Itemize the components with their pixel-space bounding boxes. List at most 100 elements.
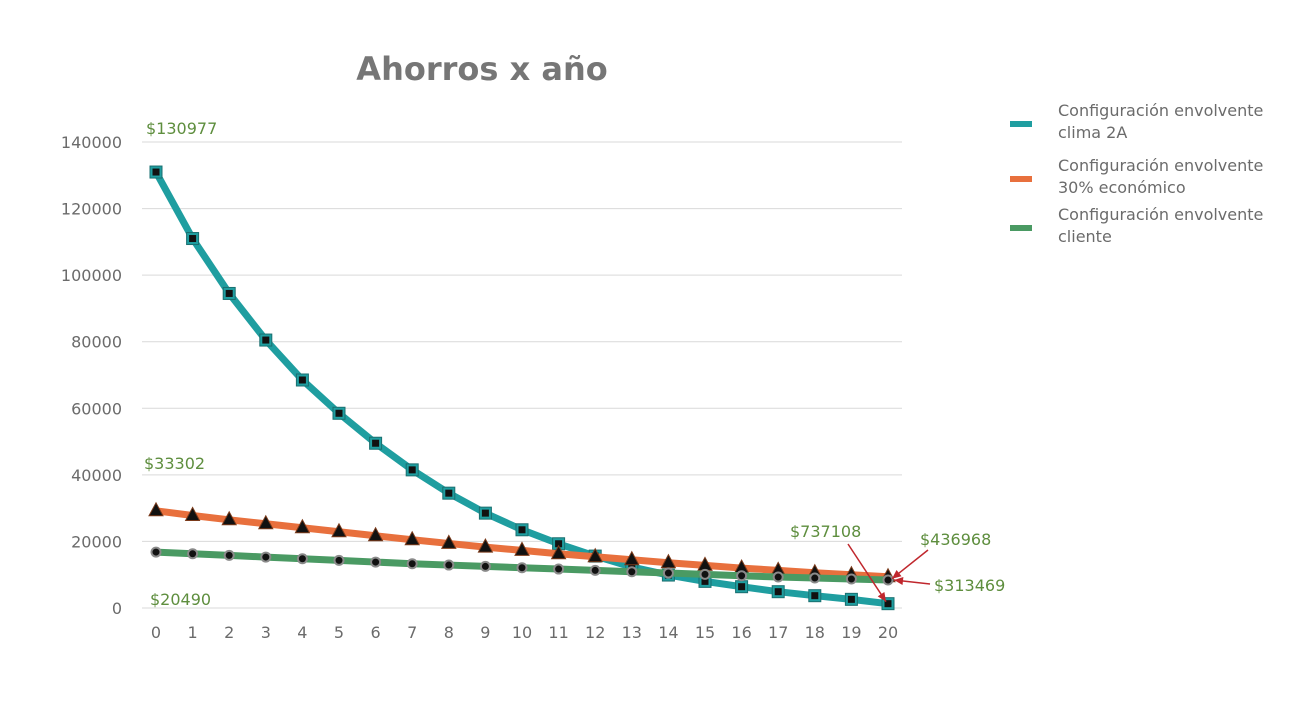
x-tick-label: 19 bbox=[841, 623, 861, 642]
grid-lines bbox=[142, 141, 902, 609]
data-point bbox=[335, 409, 343, 417]
x-tick-label: 5 bbox=[334, 623, 344, 642]
data-point bbox=[884, 600, 892, 608]
x-tick-label: 8 bbox=[444, 623, 454, 642]
data-point bbox=[408, 466, 416, 474]
legend-label: Configuración envolvente cliente bbox=[1058, 205, 1263, 246]
arrow-head bbox=[892, 569, 902, 579]
data-point bbox=[152, 548, 160, 556]
arrow-head bbox=[877, 591, 886, 602]
x-tick-label: 9 bbox=[480, 623, 490, 642]
x-tick-label: 16 bbox=[731, 623, 751, 642]
data-point bbox=[221, 510, 238, 526]
data-point bbox=[738, 583, 746, 591]
legend: Configuración envolvente clima 2A Configur… bbox=[1010, 101, 1263, 246]
annotation-label: $20490 bbox=[150, 590, 211, 609]
data-point bbox=[628, 568, 636, 576]
legend-label: Configuración envolvente 30% económico bbox=[1058, 156, 1263, 197]
series-0 bbox=[149, 165, 895, 611]
annotation-label: $313469 bbox=[934, 576, 1005, 595]
y-tick-label: 80000 bbox=[71, 333, 122, 352]
x-tick-label: 18 bbox=[805, 623, 825, 642]
x-tick-label: 10 bbox=[512, 623, 532, 642]
x-tick-label: 12 bbox=[585, 623, 605, 642]
x-tick-label: 3 bbox=[261, 623, 271, 642]
data-point bbox=[701, 570, 709, 578]
data-point bbox=[408, 560, 416, 568]
arrow-head bbox=[894, 577, 904, 586]
x-tick-label: 13 bbox=[622, 623, 642, 642]
data-point bbox=[331, 522, 347, 538]
data-point bbox=[664, 569, 672, 577]
data-point bbox=[591, 566, 599, 574]
data-point bbox=[225, 551, 233, 559]
data-point bbox=[477, 538, 494, 553]
data-point bbox=[481, 509, 489, 517]
x-tick-label: 0 bbox=[151, 623, 161, 642]
data-point bbox=[623, 550, 640, 566]
chart-title: Ahorros x año bbox=[356, 50, 607, 88]
data-point bbox=[518, 564, 526, 572]
data-point bbox=[367, 526, 384, 542]
y-tick-label: 100000 bbox=[61, 266, 122, 285]
data-point bbox=[445, 489, 453, 497]
data-point bbox=[225, 289, 233, 297]
data-point bbox=[148, 501, 164, 517]
y-tick-label: 140000 bbox=[61, 133, 122, 152]
x-axis: 0 1 2 3 4 5 6 7 8 9 10 11 12 13 14 15 16 17 18 19 20 bbox=[151, 623, 898, 642]
annotations: $130977 $33302 $20490 $737108 $436968 $313469 bbox=[144, 119, 1005, 609]
annotation-label: $737108 bbox=[790, 522, 861, 541]
series-2 bbox=[150, 546, 894, 586]
data-point bbox=[372, 439, 380, 447]
series-line bbox=[152, 168, 892, 608]
series-group bbox=[148, 165, 896, 611]
annotation-label: $33302 bbox=[144, 454, 205, 473]
data-point bbox=[701, 577, 709, 585]
annotation-label: $130977 bbox=[146, 119, 217, 138]
x-tick-label: 1 bbox=[188, 623, 198, 642]
data-point bbox=[440, 534, 457, 549]
x-tick-label: 7 bbox=[407, 623, 417, 642]
x-tick-label: 15 bbox=[695, 623, 715, 642]
legend-label: Configuración envolvente clima 2A bbox=[1058, 101, 1263, 142]
data-point bbox=[262, 553, 270, 561]
data-point bbox=[445, 561, 453, 569]
y-tick-label: 0 bbox=[112, 599, 122, 618]
data-point bbox=[884, 576, 892, 584]
x-tick-label: 17 bbox=[768, 623, 788, 642]
data-point bbox=[404, 530, 421, 546]
data-point bbox=[298, 555, 306, 563]
data-point bbox=[514, 541, 530, 556]
data-point bbox=[152, 168, 160, 176]
data-point bbox=[184, 506, 201, 521]
data-point bbox=[335, 556, 343, 564]
x-tick-label: 14 bbox=[658, 623, 678, 642]
y-axis: 0 20000 40000 60000 80000 100000 120000 140000 bbox=[61, 133, 122, 618]
data-point bbox=[555, 540, 563, 548]
data-point bbox=[189, 550, 197, 558]
data-point bbox=[774, 573, 782, 581]
y-tick-label: 20000 bbox=[71, 532, 122, 551]
data-point bbox=[555, 565, 563, 573]
x-tick-label: 11 bbox=[548, 623, 568, 642]
y-tick-label: 60000 bbox=[71, 399, 122, 418]
annotation-arrow bbox=[847, 543, 887, 603]
data-point bbox=[518, 526, 526, 534]
annotation-label: $436968 bbox=[920, 530, 991, 549]
data-point bbox=[550, 544, 567, 560]
data-point bbox=[738, 572, 746, 580]
data-point bbox=[811, 574, 819, 582]
y-tick-label: 120000 bbox=[61, 200, 122, 219]
x-tick-label: 6 bbox=[371, 623, 381, 642]
x-tick-label: 2 bbox=[224, 623, 234, 642]
y-tick-label: 40000 bbox=[71, 466, 122, 485]
data-point bbox=[847, 575, 855, 583]
data-point bbox=[481, 562, 489, 570]
data-point bbox=[811, 592, 819, 600]
data-point bbox=[298, 376, 306, 384]
data-point bbox=[257, 514, 274, 530]
data-point bbox=[294, 518, 311, 534]
data-point bbox=[847, 595, 855, 603]
x-tick-label: 4 bbox=[297, 623, 307, 642]
x-tick-label: 20 bbox=[878, 623, 898, 642]
